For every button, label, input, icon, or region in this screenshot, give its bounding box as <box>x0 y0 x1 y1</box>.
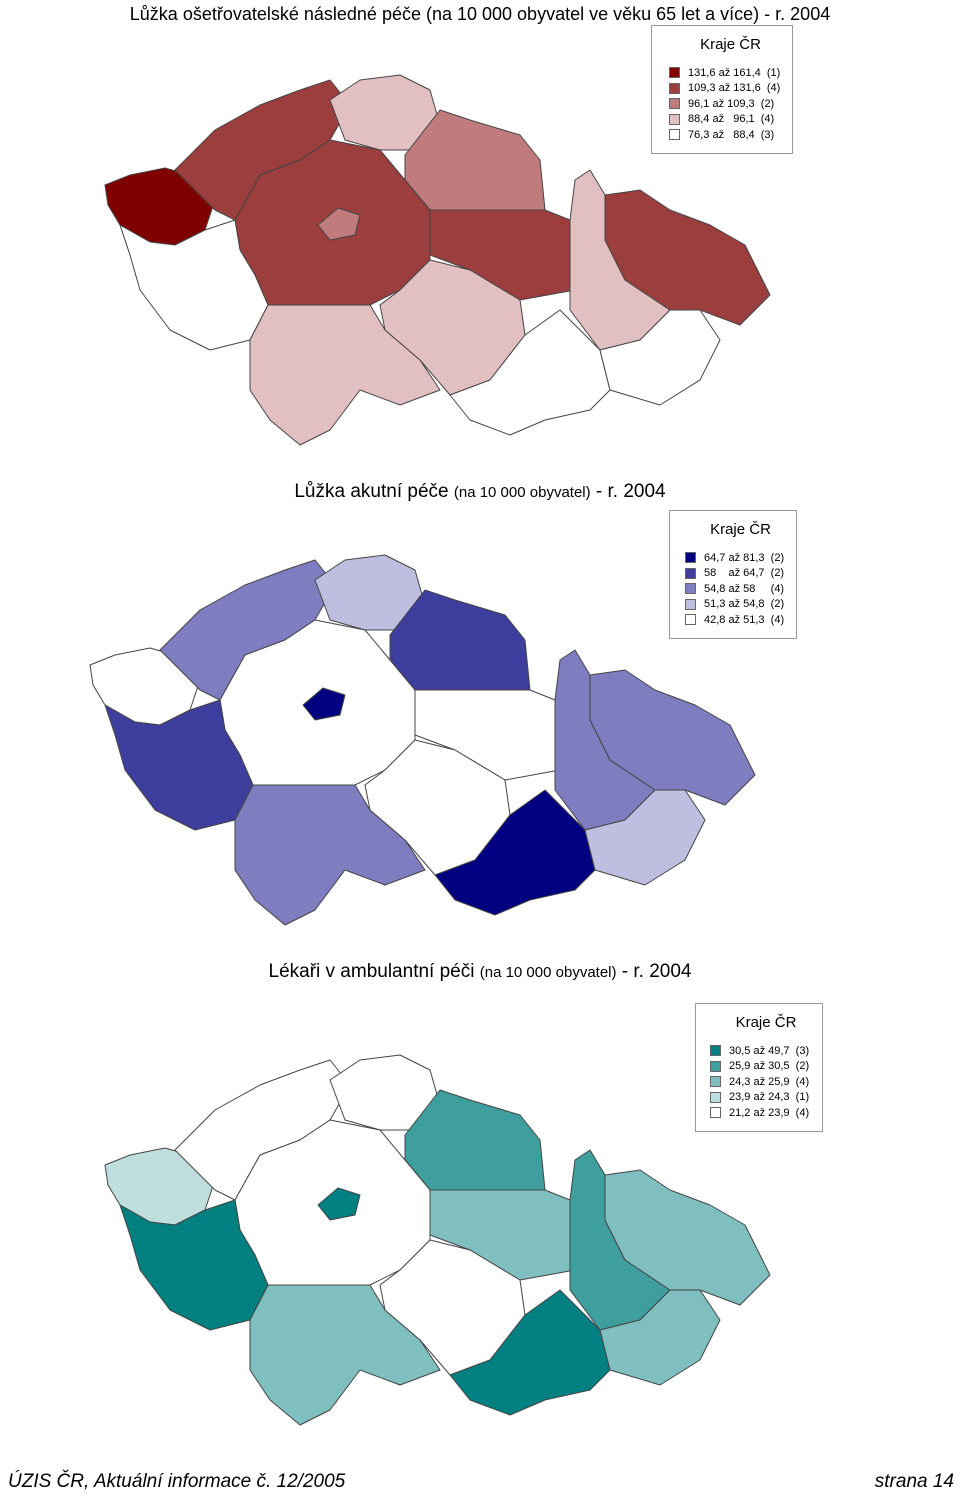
map3-title: Lékaři v ambulantní péči (na 10 000 obyv… <box>268 961 692 982</box>
map1-region-moravskoslezsky <box>604 189 771 326</box>
map2-region-moravskoslezsky <box>589 669 756 806</box>
map1-legend-item: 88,4 až 96,1 (4) <box>669 112 792 128</box>
map2-region-jihocesky <box>234 784 426 926</box>
footer-source: ÚZIS ČR, Aktuální informace č. 12/2005 <box>8 1471 346 1492</box>
map3-legend-item: 24,3 až 25,9 (4) <box>710 1074 822 1090</box>
map2-legend-item: 64,7 až 81,3 (2) <box>685 550 796 566</box>
map3-legend-item: 30,5 až 49,7 (3) <box>710 1043 822 1059</box>
map3-region-praha <box>317 1187 361 1221</box>
map1-title: Lůžka ošetřovatelské následné péče (na 1… <box>129 4 831 24</box>
map2-region-plzensky <box>104 699 254 831</box>
map2-region-praha <box>302 687 346 721</box>
map3-legend-swatch <box>710 1045 721 1057</box>
map1-legend-swatch <box>669 113 680 125</box>
map1-legend-item: 76,3 až 88,4 (3) <box>669 127 792 143</box>
map2-legend-swatch <box>685 614 696 626</box>
map3-legend-item: 25,9 až 30,5 (2) <box>710 1059 822 1075</box>
map3-legend-item: 23,9 až 24,3 (1) <box>710 1090 822 1106</box>
map1-legend-swatch <box>669 98 680 110</box>
map3-legend-swatch <box>710 1107 721 1119</box>
map1-region-jihocesky <box>249 304 441 446</box>
map1-legend-item: 109,3 až 131,6 (4) <box>669 81 792 97</box>
map2-legend-item: 54,8 až 58 (4) <box>685 581 796 597</box>
map2-region-zlinsky <box>584 789 706 886</box>
map3-region-plzensky <box>119 1199 269 1331</box>
map3-region-zlinsky <box>599 1289 721 1386</box>
map3-legend-swatch <box>710 1076 721 1088</box>
map2-legend-item: 58 až 64,7 (2) <box>685 566 796 582</box>
map3-legend-swatch <box>710 1060 721 1072</box>
map3-czech-regions <box>104 1054 771 1426</box>
map1-legend-swatch <box>669 82 680 94</box>
map2-legend-title: Kraje ČR <box>710 521 771 538</box>
map2-title: Lůžka akutní péče (na 10 000 obyvatel) -… <box>294 481 666 502</box>
map2-legend-item: 51,3 až 54,8 (2) <box>685 597 796 613</box>
map3-legend-swatch <box>710 1091 721 1103</box>
map2-legend-swatch <box>685 567 696 579</box>
map1-legend-item: 131,6 až 161,4 (1) <box>669 65 792 81</box>
map2-legend-swatch <box>685 552 696 564</box>
map1-region-plzensky <box>119 219 269 351</box>
map2-legend-swatch <box>685 598 696 610</box>
map3-legend-item: 21,2 až 23,9 (4) <box>710 1105 822 1121</box>
map1-region-praha <box>317 207 361 241</box>
map3-legend-title: Kraje ČR <box>735 1014 797 1031</box>
map2-legend-swatch <box>685 583 696 595</box>
map1-legend-item: 96,1 až 109,3 (2) <box>669 96 792 112</box>
map1-czech-regions <box>104 74 771 446</box>
map1-legend-title: Kraje ČR <box>700 36 761 53</box>
map1-region-zlinsky <box>599 309 721 406</box>
footer-page-number: strana 14 <box>874 1471 954 1492</box>
map3-legend: Kraje ČR 30,5 až 49,7 (3) 25,9 až 30,5 (… <box>695 1003 823 1132</box>
map3-region-moravskoslezsky <box>604 1169 771 1306</box>
map1-legend: Kraje ČR 131,6 až 161,4 (1) 109,3 až 131… <box>651 25 793 154</box>
map3-region-jihocesky <box>249 1284 441 1426</box>
map1-legend-swatch <box>669 129 680 141</box>
map2-legend: Kraje ČR 64,7 až 81,3 (2) 58 až 64,7 (2)… <box>669 510 797 639</box>
map2-legend-item: 42,8 až 51,3 (4) <box>685 612 796 628</box>
map2-czech-regions <box>89 554 756 926</box>
map1-legend-swatch <box>669 67 680 79</box>
